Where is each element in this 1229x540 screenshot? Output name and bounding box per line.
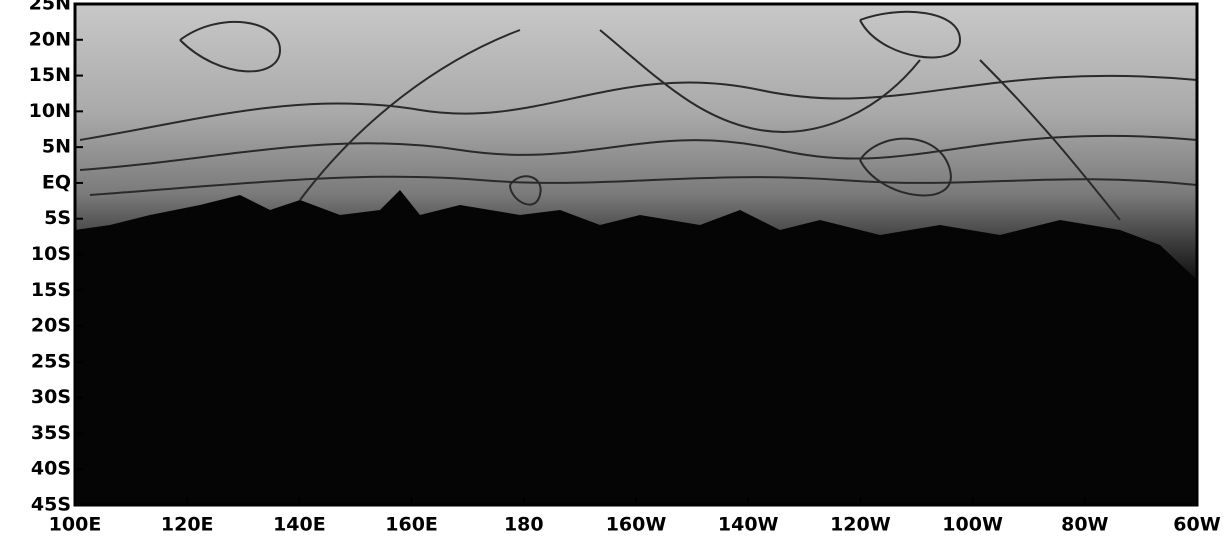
y-tick-label: 20S: [31, 315, 71, 337]
y-tick-label: 25S: [31, 350, 71, 372]
map-field: [75, 4, 1198, 505]
y-tick-label: 5N: [42, 136, 71, 158]
y-tick-label: 15N: [29, 64, 71, 86]
dark-region: [75, 190, 1197, 505]
x-tick-label: 140W: [718, 514, 779, 536]
y-tick-label: 10N: [29, 100, 71, 122]
x-tick-label: 100E: [49, 514, 102, 536]
x-tick-label: 140E: [273, 514, 326, 536]
x-tick-label: 180: [504, 514, 544, 536]
y-tick-label: 30S: [31, 386, 71, 408]
x-tick-label: 120W: [830, 514, 891, 536]
y-tick-label: 15S: [31, 279, 71, 301]
y-tick-label: 20N: [29, 28, 71, 50]
y-tick-label: 10S: [31, 243, 71, 265]
axes: 25N 20N 15N 10N 5N EQ 5S 10S 15S 20S 25S 30S 35S 40S 4…: [29, 0, 1221, 536]
streamlines: [79, 10, 1198, 221]
y-tick-label: 25N: [29, 0, 71, 15]
x-tick-label: 160W: [606, 514, 667, 536]
y-tick-label: 45S: [31, 494, 71, 516]
y-tick-label: 40S: [31, 458, 71, 480]
x-tick-label: 80W: [1061, 514, 1108, 536]
x-tick-label: 100W: [942, 514, 1003, 536]
y-tick-label: 35S: [31, 422, 71, 444]
x-tick-label: 60W: [1173, 514, 1220, 536]
x-tick-label: 160E: [385, 514, 438, 536]
x-tick-label: 120E: [161, 514, 214, 536]
y-tick-label: EQ: [42, 171, 71, 193]
y-tick-label: 5S: [44, 207, 71, 229]
